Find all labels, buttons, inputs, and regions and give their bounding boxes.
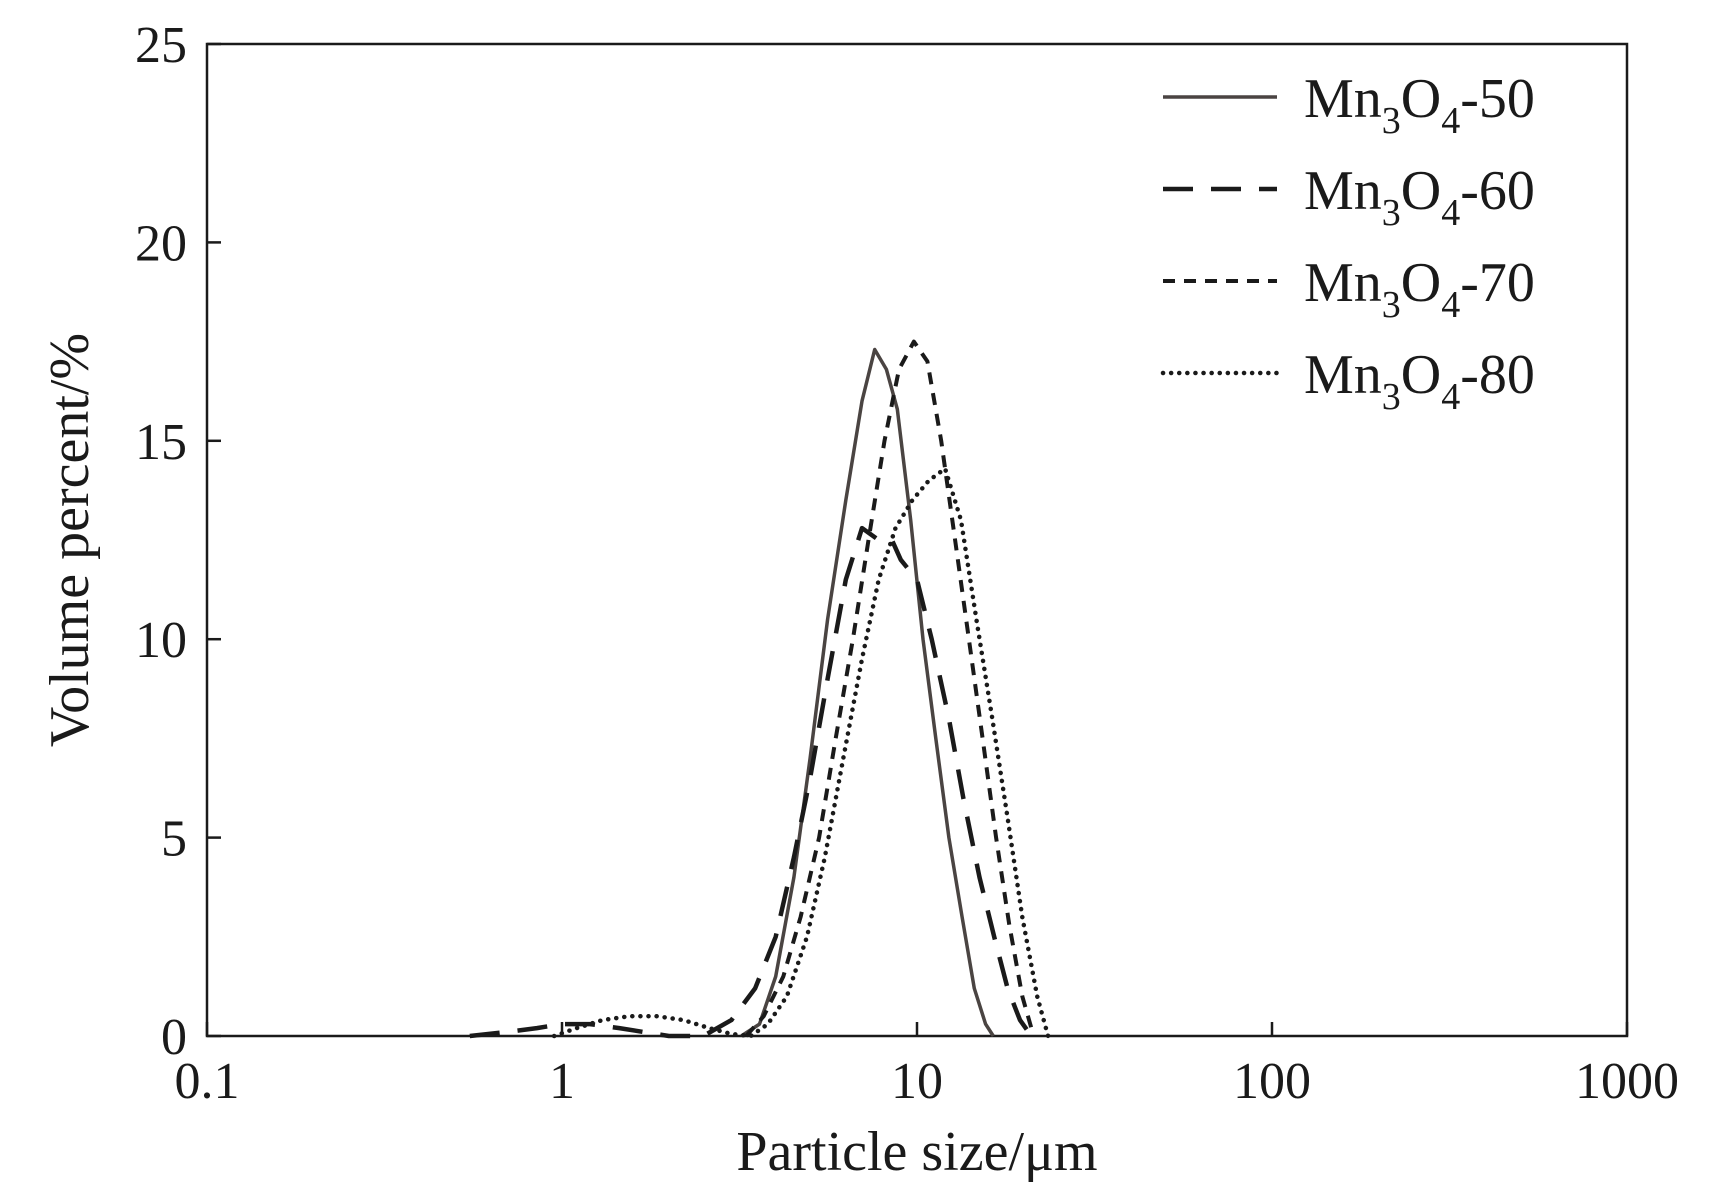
legend-text-suffix: -80: [1460, 344, 1535, 406]
y-tick-label: 15: [135, 414, 187, 471]
legend-text-suffix: -60: [1460, 160, 1535, 222]
legend-text-base: Mn: [1304, 160, 1382, 222]
legend-text-base: Mn: [1304, 344, 1382, 406]
x-tick-label: 0.1: [175, 1053, 240, 1110]
legend-text-sub1: 3: [1382, 376, 1401, 418]
legend-text-sub1: 3: [1382, 284, 1401, 326]
series-line-1: [740, 347, 995, 1038]
series-line-3: [744, 339, 1036, 1038]
legend-text-sub1: 3: [1382, 100, 1401, 142]
x-tick-label: 1000: [1575, 1053, 1679, 1110]
legend-text-sub2: 4: [1441, 100, 1460, 142]
legend-text-sub1: 3: [1382, 192, 1401, 234]
series-lines: [469, 339, 1051, 1039]
legend-text-suffix: -70: [1460, 252, 1535, 314]
legend-text-mid: O: [1401, 344, 1441, 406]
y-tick-label: 25: [135, 17, 187, 74]
series-line-2: [469, 525, 1034, 1039]
axis-ticks: 0.1 1 10 100 1000 0 5 10 15 20 25: [135, 17, 1679, 1110]
legend-label-1: Mn3O4-50: [1304, 68, 1535, 142]
legend-text-sub2: 4: [1441, 284, 1460, 326]
legend-label-4: Mn3O4-80: [1304, 344, 1535, 418]
series-line-4: [551, 466, 1051, 1039]
legend-text-mid: O: [1401, 68, 1441, 130]
legend-text-mid: O: [1401, 160, 1441, 222]
x-axis-label: Particle size/μm: [736, 1121, 1097, 1183]
x-tick-label: 100: [1233, 1053, 1311, 1110]
y-tick-label: 10: [135, 612, 187, 669]
legend-label-2: Mn3O4-60: [1304, 160, 1535, 234]
y-tick-label: 20: [135, 215, 187, 272]
y-tick-label: 0: [161, 1009, 187, 1066]
y-axis-label: Volume percent/%: [39, 333, 101, 747]
legend-text-suffix: -50: [1460, 68, 1535, 130]
legend-text-base: Mn: [1304, 252, 1382, 314]
x-tick-label: 10: [891, 1053, 943, 1110]
legend-label-3: Mn3O4-70: [1304, 252, 1535, 326]
legend-text-base: Mn: [1304, 68, 1382, 130]
x-tick-label: 1: [549, 1053, 575, 1110]
y-tick-label: 5: [161, 811, 187, 868]
legend-text-mid: O: [1401, 252, 1441, 314]
legend-text-sub2: 4: [1441, 376, 1460, 418]
legend-text-sub2: 4: [1441, 192, 1460, 234]
